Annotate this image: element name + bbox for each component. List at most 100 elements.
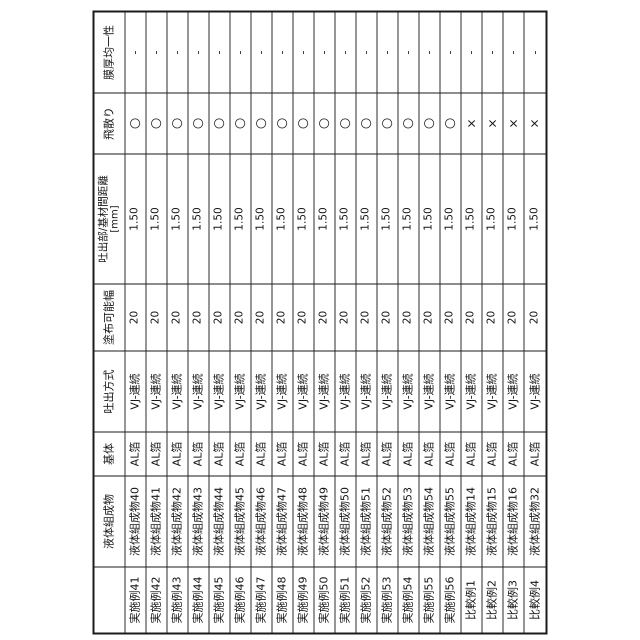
cell-uniformity: - [188,12,210,93]
cell-substrate: AL箔 [419,431,441,476]
cell-example-label: 実施例49 [293,566,315,633]
cell-coatable-width: 20 [398,283,420,351]
header-uniformity: 膜厚均一性 [94,12,126,93]
cell-composition: 液体組成物32 [524,475,546,567]
cell-scattering: ○ [125,92,147,154]
cell-composition: 液体組成物52 [377,475,399,567]
cell-coatable-width: 20 [230,283,252,351]
cell-distance: 1.50 [293,153,315,284]
cell-distance: 1.50 [419,153,441,284]
cell-discharge-method: VJ-連続 [125,350,147,432]
cell-example-label: 実施例54 [398,566,420,633]
cell-composition: 液体組成物16 [503,475,525,567]
cell-substrate: AL箔 [440,431,462,476]
cell-scattering: ○ [377,92,399,154]
header-distance-unit: [mm] [109,205,121,233]
cell-example-label: 実施例44 [188,566,210,633]
header-scattering: 飛散り [94,92,126,154]
cell-distance: 1.50 [272,153,294,284]
cell-composition: 液体組成物45 [230,475,252,567]
cell-example-label: 実施例52 [356,566,378,633]
cell-example-label: 実施例45 [209,566,231,633]
cell-coatable-width: 20 [314,283,336,351]
cell-coatable-width: 20 [482,283,504,351]
cell-example-label: 実施例55 [419,566,441,633]
cell-composition: 液体組成物15 [482,475,504,567]
cell-substrate: AL箔 [482,431,504,476]
cell-uniformity: - [251,12,273,93]
cell-substrate: AL箔 [293,431,315,476]
cell-discharge-method: VJ-連続 [251,350,273,432]
cell-example-label: 実施例56 [440,566,462,633]
cell-discharge-method: VJ-連続 [293,350,315,432]
cell-substrate: AL箔 [167,431,189,476]
cell-composition: 液体組成物50 [335,475,357,567]
cell-uniformity: - [209,12,231,93]
cell-coatable-width: 20 [524,283,546,351]
cell-composition: 液体組成物53 [398,475,420,567]
cell-discharge-method: VJ-連続 [503,350,525,432]
cell-composition: 液体組成物41 [146,475,168,567]
cell-substrate: AL箔 [188,431,210,476]
cell-discharge-method: VJ-連続 [188,350,210,432]
cell-uniformity: - [377,12,399,93]
cell-discharge-method: VJ-連続 [272,350,294,432]
cell-distance: 1.50 [440,153,462,284]
cell-discharge-method: VJ-連続 [440,350,462,432]
header-distance-main: 吐出部/基材間距離 [97,175,110,263]
cell-coatable-width: 20 [440,283,462,351]
cell-discharge-method: VJ-連続 [356,350,378,432]
cell-discharge-method: VJ-連続 [314,350,336,432]
cell-coatable-width: 20 [503,283,525,351]
cell-uniformity: - [528,50,542,55]
cell-coatable-width: 20 [377,283,399,351]
cell-substrate: AL箔 [524,431,546,476]
cell-distance: 1.50 [335,153,357,284]
header-substrate: 基体 [94,431,126,476]
cell-uniformity: - [461,12,483,93]
cell-example-label: 実施例43 [167,566,189,633]
cell-substrate: AL箔 [335,431,357,476]
cell-example-label: 実施例50 [314,566,336,633]
cell-substrate: AL箔 [230,431,252,476]
cell-scattering: ○ [398,92,420,154]
cell-composition: 液体組成物48 [293,475,315,567]
cell-distance: 1.50 [356,153,378,284]
header-blank [94,566,126,633]
cell-distance: 1.50 [482,153,504,284]
header-coatable-width: 塗布可能幅 [94,283,126,351]
cell-uniformity: - [314,12,336,93]
cell-example-label: 比較例1 [461,566,483,633]
cell-example-label: 実施例41 [125,566,147,633]
cell-distance: 1.50 [503,153,525,284]
cell-example-label: 実施例46 [230,566,252,633]
cell-substrate: AL箔 [377,431,399,476]
cell-distance: 1.50 [188,153,210,284]
cell-scattering: × [503,92,525,154]
cell-uniformity: - [482,12,504,93]
cell-scattering: ○ [230,92,252,154]
header-discharge-method: 吐出方式 [94,350,126,432]
cell-discharge-method: VJ-連続 [230,350,252,432]
cell-scattering: × [524,92,546,154]
cell-composition: 液体組成物40 [125,475,147,567]
cell-substrate: AL箔 [398,431,420,476]
results-table: 液体組成物 基体 吐出方式 塗布可能幅 吐出部/基材間距離 [mm] 飛散り 膜… [92,10,548,635]
cell-scattering: ○ [419,92,441,154]
cell-distance: 1.50 [377,153,399,284]
cell-coatable-width: 20 [146,283,168,351]
cell-uniformity: - [440,12,462,93]
cell-composition: 液体組成物44 [209,475,231,567]
header-composition: 液体組成物 [94,475,126,567]
cell-uniformity: - [419,12,441,93]
cell-scattering: ○ [335,92,357,154]
cell-substrate: AL箔 [146,431,168,476]
cell-uniformity: - [293,12,315,93]
cell-coatable-width: 20 [335,283,357,351]
cell-substrate: AL箔 [503,431,525,476]
cell-substrate: AL箔 [356,431,378,476]
cell-discharge-method: VJ-連続 [167,350,189,432]
cell-scattering: × [482,92,504,154]
cell-scattering: ○ [272,92,294,154]
